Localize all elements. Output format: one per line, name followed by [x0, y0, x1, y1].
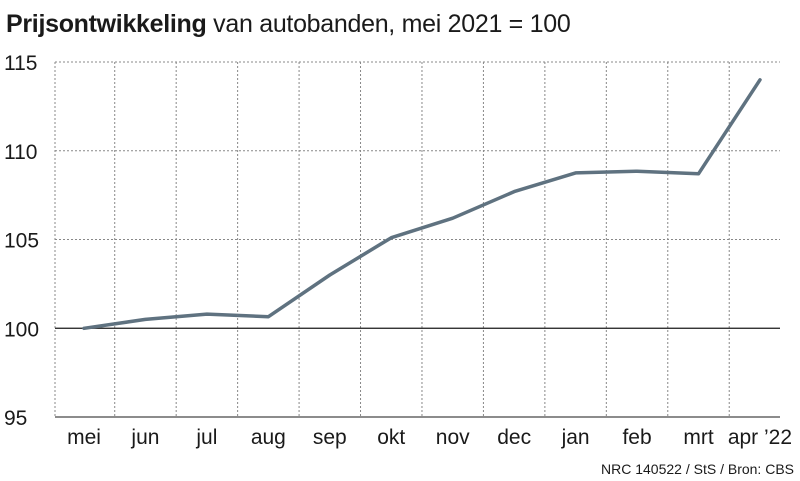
chart-title: Prijsontwikkeling van autobanden, mei 20… — [6, 8, 571, 40]
x-tick-label-7: dec — [497, 426, 531, 449]
axis-layer — [54, 62, 780, 418]
x-tick-label-10: mrt — [683, 426, 713, 449]
x-tick-label-9: feb — [622, 426, 651, 449]
x-tick-label-3: aug — [251, 426, 286, 449]
y-tick-label-110: 110 — [4, 141, 37, 164]
x-tick-label-8: jan — [561, 426, 590, 449]
x-tick-label-6: nov — [436, 426, 470, 449]
y-tick-label-100: 100 — [4, 318, 39, 341]
x-tick-label-2: jul — [195, 426, 217, 449]
source-note: NRC 140522 / StS / Bron: CBS — [601, 461, 794, 477]
x-tick-label-1: jun — [130, 426, 159, 449]
x-tick-label-11: apr ’22 — [728, 426, 792, 449]
series-line-0 — [82, 78, 762, 331]
y-tick-label-105: 105 — [4, 230, 39, 253]
x-tick-label-5: okt — [377, 426, 405, 449]
x-tick-label-4: sep — [313, 426, 347, 449]
series-layer — [82, 78, 762, 331]
x-tick-label-0: mei — [67, 426, 101, 449]
label-layer: 95 100 105 110 115 mei jun jul aug sep okt nov dec ja… — [4, 52, 792, 449]
grid-layer — [55, 61, 780, 417]
y-tick-label-115: 115 — [4, 52, 37, 75]
chart-title-bold: Prijsontwikkeling — [6, 10, 207, 38]
y-tick-label-95: 95 — [4, 407, 27, 430]
chart-title-rest: van autobanden, mei 2021 = 100 — [213, 10, 571, 38]
